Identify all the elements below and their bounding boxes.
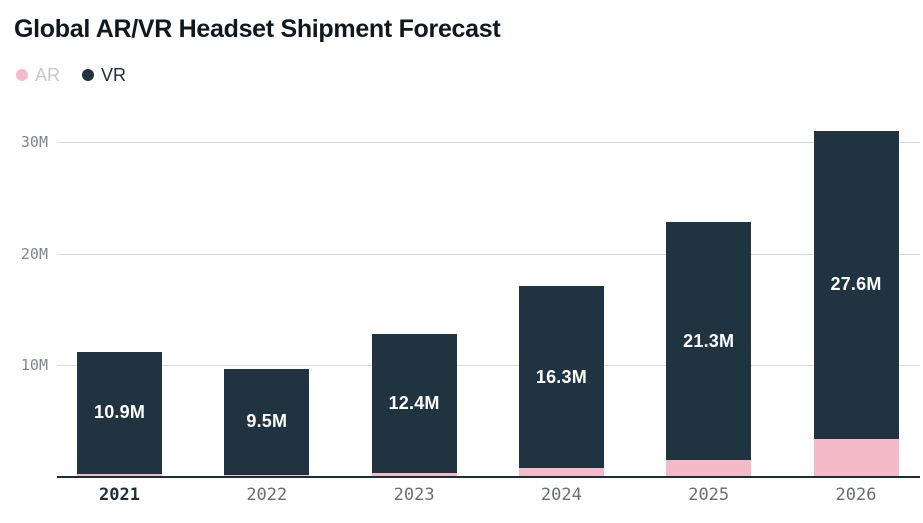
bar-segment-vr-2022[interactable]: [224, 368, 310, 475]
bar-group-2025: 21.3M: [666, 0, 752, 477]
bar-group-2026: 27.6M: [813, 0, 899, 477]
bar-segment-vr-2026[interactable]: [813, 130, 899, 440]
legend-item-ar[interactable]: AR: [16, 63, 60, 87]
bar-segment-vr-2021[interactable]: [77, 351, 162, 474]
bar-group-2021: 10.9M: [77, 0, 162, 477]
bar-group-2023: 12.4M: [371, 0, 457, 477]
y-tick-label-30M: 30M: [20, 132, 48, 151]
legend-swatch-ar-icon: [16, 69, 28, 81]
x-tick-label-2023: 2023: [393, 485, 435, 505]
bar-segment-ar-2023[interactable]: [371, 472, 457, 477]
x-axis-baseline: [57, 476, 920, 478]
gridline-30M: [57, 141, 920, 143]
gridline-10M: [57, 365, 920, 367]
legend-label-ar: AR: [35, 65, 61, 85]
bar-segment-ar-2024[interactable]: [518, 468, 604, 477]
legend-swatch-vr-icon: [82, 69, 95, 81]
bar-segment-ar-2026[interactable]: [813, 439, 899, 477]
y-tick-label-10M: 10M: [20, 356, 48, 375]
x-tick-label-2022: 2022: [246, 485, 288, 505]
legend-item-vr[interactable]: VR: [82, 63, 126, 87]
legend-label-vr: VR: [101, 65, 127, 85]
x-tick-label-2025: 2025: [688, 485, 730, 505]
bar-segment-ar-2025[interactable]: [666, 460, 752, 477]
bar-group-2022: 9.5M: [224, 0, 310, 477]
bar-group-2024: 16.3M: [518, 0, 604, 477]
y-tick-label-20M: 20M: [20, 244, 48, 263]
bar-segment-vr-2024[interactable]: [518, 286, 604, 469]
bar-segment-vr-2023[interactable]: [371, 334, 457, 473]
bar-segment-ar-2022[interactable]: [224, 474, 310, 477]
bar-segment-ar-2021[interactable]: [77, 473, 162, 477]
x-tick-label-2026: 2026: [835, 485, 877, 505]
gridline-20M: [57, 253, 920, 255]
chart-title: Global AR/VR Headset Shipment Forecast: [14, 15, 501, 43]
legend: AR VR: [16, 63, 126, 87]
bar-segment-vr-2025[interactable]: [666, 222, 752, 461]
x-tick-label-2024: 2024: [540, 485, 582, 505]
x-tick-label-2021: 2021: [99, 485, 140, 505]
